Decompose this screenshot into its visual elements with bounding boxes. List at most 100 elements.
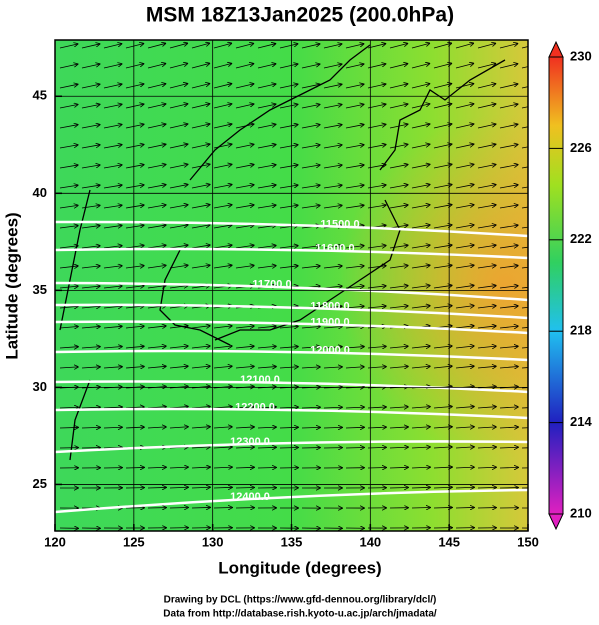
wind-arrow — [433, 144, 452, 149]
wind-arrow — [279, 145, 298, 149]
wind-arrow — [279, 125, 298, 129]
colorbar-max-arrow — [548, 40, 564, 58]
wind-arrow — [235, 427, 254, 428]
wind-arrow — [59, 266, 78, 268]
wind-arrow — [499, 286, 518, 288]
wind-arrow — [477, 447, 496, 448]
wind-arrow — [191, 467, 210, 468]
wind-arrow — [521, 206, 528, 209]
plot-area: 11500.0 11600.0 11700.0 11800.0 11900.0 12000… — [55, 40, 528, 531]
wind-arrow — [213, 467, 232, 468]
wind-arrow — [433, 185, 452, 189]
contour-label: 11700.0 — [252, 279, 291, 291]
wind-arrow — [433, 205, 452, 209]
wind-arrow — [455, 467, 474, 468]
contour-label: 12300.0 — [230, 436, 270, 448]
wind-arrow — [477, 427, 496, 428]
wind-arrow — [323, 44, 342, 49]
wind-arrow — [455, 205, 474, 209]
wind-arrow — [235, 447, 254, 448]
wind-arrow — [169, 467, 188, 468]
wind-arrow — [213, 265, 232, 269]
wind-arrow — [257, 145, 276, 149]
wind-arrow — [169, 487, 188, 488]
coastline — [59, 44, 506, 461]
wind-arrow — [301, 165, 320, 169]
wind-arrow — [213, 487, 232, 488]
wind-arrow — [59, 286, 78, 288]
wind-arrow — [455, 144, 474, 149]
wind-arrow — [147, 326, 166, 328]
contour-label: 11600.0 — [315, 243, 354, 255]
wind-arrow — [521, 186, 528, 189]
wind-arrow — [499, 427, 518, 428]
wind-arrow — [147, 427, 166, 428]
wind-arrow — [59, 427, 78, 428]
wind-arrow — [389, 124, 408, 129]
wind-arrow — [169, 326, 188, 328]
wind-arrow — [367, 286, 386, 288]
wind-arrow — [59, 367, 78, 368]
wind-arrow — [279, 326, 298, 328]
wind-arrow — [477, 43, 495, 49]
wind-arrow — [147, 43, 165, 49]
wind-arrow — [367, 407, 386, 408]
wind-arrow — [455, 285, 474, 289]
wind-arrow — [103, 407, 122, 408]
wind-arrow — [411, 164, 430, 169]
wind-arrow — [345, 347, 364, 348]
wind-arrow — [125, 467, 144, 468]
wind-arrow — [257, 124, 276, 129]
wind-arrow — [301, 104, 320, 109]
wind-arrow — [213, 508, 232, 509]
colorbar-tick-label: 222 — [570, 231, 592, 246]
contour-label: 11800.0 — [310, 300, 349, 312]
wind-arrow — [455, 43, 473, 49]
wind-arrow — [455, 326, 474, 328]
wind-arrow — [125, 367, 144, 368]
colorbar-tick-label: 214 — [570, 414, 592, 429]
wind-arrow — [235, 265, 254, 268]
wind-arrow — [411, 407, 430, 408]
wind-arrow — [125, 306, 144, 308]
wind-arrow — [455, 225, 474, 229]
wind-arrow — [235, 43, 253, 49]
wind-arrow — [257, 407, 276, 408]
wind-arrow — [345, 306, 364, 308]
wind-arrow — [103, 225, 122, 229]
wind-arrow — [367, 205, 386, 209]
wind-arrow — [323, 326, 342, 328]
wind-arrow — [147, 64, 165, 69]
wind-arrow — [147, 165, 166, 169]
wind-arrow — [191, 185, 210, 189]
wind-arrow — [257, 104, 276, 109]
wind-arrow — [59, 165, 78, 169]
wind-arrow — [477, 487, 496, 488]
wind-arrow — [455, 407, 474, 408]
wind-arrow — [477, 245, 496, 249]
wind-arrow — [169, 225, 188, 229]
wind-arrow — [433, 43, 451, 49]
wind-arrow — [147, 366, 166, 368]
wind-arrow — [81, 427, 100, 428]
contour-label: 12000.0 — [310, 345, 350, 357]
wind-arrow — [389, 346, 408, 348]
wind-arrow — [389, 165, 408, 169]
contour-label: 12400.0 — [230, 491, 270, 503]
wind-arrow — [345, 407, 364, 408]
wind-arrow — [477, 346, 496, 348]
y-axis-label: Latitude (degrees) — [2, 212, 21, 359]
wind-arrow — [59, 44, 78, 49]
wind-arrow — [499, 346, 518, 348]
wind-arrow — [81, 306, 100, 308]
wind-arrow — [521, 427, 528, 429]
wind-arrow — [147, 104, 166, 109]
wind-arrow — [411, 467, 430, 468]
wind-arrow — [323, 145, 342, 149]
wind-arrow — [455, 63, 473, 69]
wind-arrow — [169, 205, 188, 209]
wind-arrow — [59, 105, 78, 109]
wind-arrow — [477, 407, 496, 408]
wind-arrow — [411, 185, 430, 189]
wind-arrow — [103, 104, 122, 109]
